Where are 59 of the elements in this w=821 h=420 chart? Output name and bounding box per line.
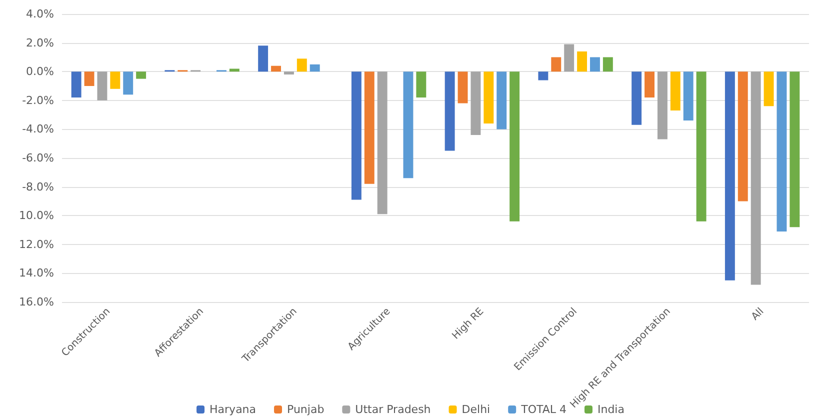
x-tick-label: All [750, 306, 766, 323]
legend-label: Delhi [462, 403, 490, 416]
bar [683, 72, 694, 121]
y-tick-label: 14.0% [19, 266, 54, 280]
bar [351, 72, 362, 200]
bar [764, 72, 774, 106]
bar [564, 44, 574, 72]
bar [271, 66, 281, 72]
y-tick-label: -8.0% [22, 180, 54, 194]
bar [644, 72, 654, 98]
bar [790, 72, 800, 228]
bar [403, 72, 414, 178]
bar [110, 72, 120, 89]
bar [296, 58, 307, 72]
bar [696, 72, 706, 222]
y-tick-label: 0.0% [26, 65, 54, 78]
legend-label: TOTAL 4 [520, 403, 566, 416]
y-tick-label: -6.0% [22, 152, 54, 164]
bar [258, 46, 268, 72]
legend-label: India [597, 403, 624, 416]
bar [470, 72, 481, 135]
legend-label: Uttar Pradesh [355, 403, 431, 416]
bar [510, 72, 520, 222]
bar [458, 72, 468, 104]
bar [416, 72, 426, 98]
bar [84, 72, 94, 86]
bar [123, 72, 134, 95]
bar [71, 72, 82, 98]
bar [284, 72, 294, 74]
legend-label: Punjab [287, 403, 324, 416]
y-tick-label: 4.0% [26, 8, 54, 20]
y-tick-label: 16.0% [19, 296, 54, 308]
bar [590, 57, 600, 72]
bar [496, 72, 507, 130]
bar [484, 72, 494, 124]
bar [750, 72, 761, 285]
bar [724, 72, 735, 280]
bar [577, 51, 588, 72]
y-tick-label: -2.0% [22, 94, 54, 107]
bar [136, 72, 146, 79]
bar [657, 72, 668, 140]
bar [97, 72, 108, 100]
bar [538, 72, 548, 80]
legend-label: Haryana [210, 403, 256, 416]
bar [377, 72, 388, 214]
y-tick-label: 10.0% [19, 209, 54, 222]
bar [738, 72, 748, 202]
bar [229, 68, 240, 72]
bar [632, 72, 642, 125]
bar [364, 72, 374, 184]
bar [444, 72, 455, 151]
bar [310, 64, 320, 72]
y-tick-label: 12.0% [19, 238, 54, 251]
bar [776, 72, 787, 232]
y-tick-label: 2.0% [26, 36, 54, 50]
bar [602, 57, 613, 72]
y-tick-label: -4.0% [22, 122, 54, 136]
bar [670, 72, 680, 110]
bar [551, 57, 562, 72]
